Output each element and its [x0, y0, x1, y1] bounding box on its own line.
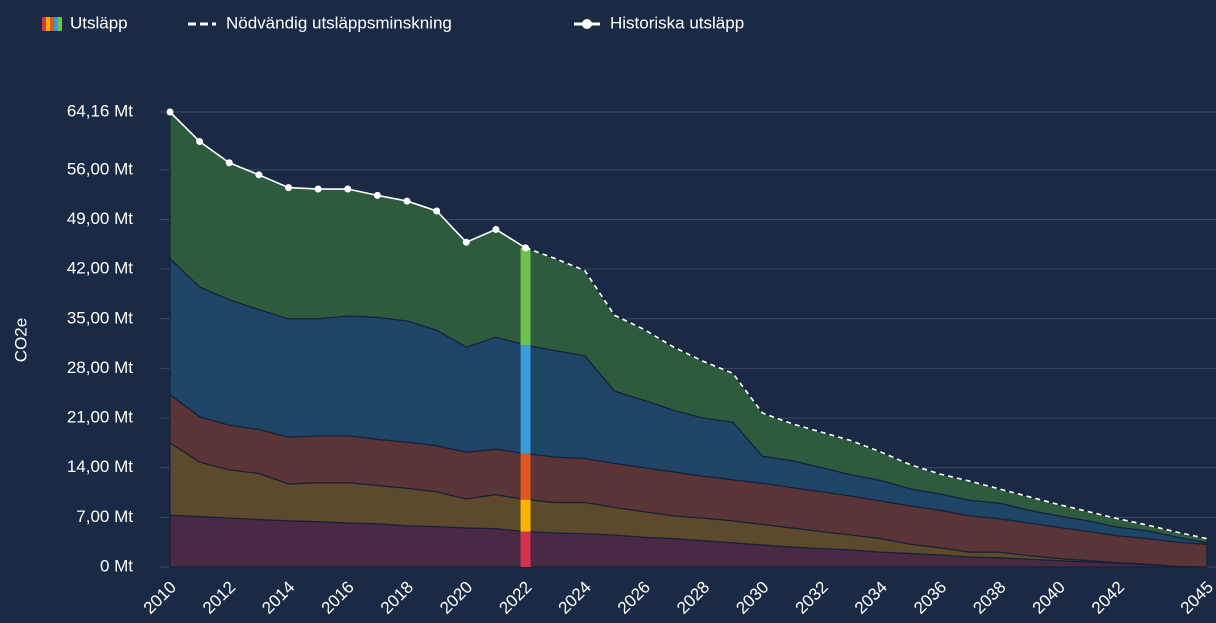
legend: Utsläpp Nödvändig utsläppsminskning Histor… [42, 13, 744, 32]
x-tick-label: 2042 [1088, 578, 1128, 618]
line [525, 247, 1208, 540]
point [225, 159, 233, 167]
highlight-segment [520, 531, 531, 567]
y-tick-label: 7,00 Mt [76, 507, 133, 526]
legend-swatch [46, 17, 50, 31]
x-tick-label: 2030 [732, 578, 772, 618]
legend-swatch [50, 17, 54, 31]
legend-swatch [582, 19, 592, 29]
x-tick-label: 2036 [910, 578, 950, 618]
x-tick-label: 2026 [614, 578, 654, 618]
y-tick-label: 35,00 Mt [67, 308, 133, 327]
highlight-segment [520, 499, 531, 532]
y-tick-label: 64,16 Mt [67, 101, 133, 120]
x-tick-label: 2038 [969, 578, 1009, 618]
x-tick-label: 2045 [1177, 578, 1216, 618]
x-tick-label: 2032 [792, 578, 832, 618]
x-tick-label: 2020 [436, 578, 476, 618]
highlight-segment [520, 247, 531, 346]
x-tick-label: 2014 [258, 578, 298, 618]
legend-label: Utsläpp [70, 13, 128, 32]
point [196, 138, 204, 146]
y-tick-label: 49,00 Mt [67, 209, 133, 228]
point [255, 171, 263, 179]
y-tick-label: 56,00 Mt [67, 159, 133, 178]
point [403, 197, 411, 205]
point [314, 185, 322, 193]
x-tick-label: 2016 [318, 578, 358, 618]
point [166, 108, 174, 116]
highlight-segment [520, 453, 531, 500]
y-tick-label: 0 Mt [100, 556, 133, 575]
legend-swatch [42, 17, 46, 31]
legend-label: Historiska utsläpp [610, 13, 744, 32]
x-tick-label: 2028 [673, 578, 713, 618]
x-tick-label: 2024 [555, 578, 595, 618]
point [522, 244, 530, 252]
y-tick-label: 42,00 Mt [67, 259, 133, 278]
x-tick-label: 2040 [1029, 578, 1069, 618]
legend-swatch [58, 17, 62, 31]
legend-swatch [54, 17, 58, 31]
point [433, 207, 441, 215]
y-tick-label: 28,00 Mt [67, 358, 133, 377]
x-tick-label: 2010 [140, 578, 180, 618]
point [344, 185, 352, 193]
y-tick-label: 14,00 Mt [67, 457, 133, 476]
point [462, 238, 470, 246]
y-tick-label: 21,00 Mt [67, 408, 133, 427]
highlight-segment [520, 345, 531, 454]
x-tick-label: 2022 [495, 578, 535, 618]
x-tick-label: 2018 [377, 578, 417, 618]
legend-label: Nödvändig utsläppsminskning [226, 13, 452, 32]
point [373, 191, 381, 199]
point [492, 225, 500, 233]
point [285, 184, 293, 192]
x-tick-label: 2034 [851, 578, 891, 618]
y-axis-label: CO2e [11, 318, 30, 362]
x-tick-label: 2012 [199, 578, 239, 618]
